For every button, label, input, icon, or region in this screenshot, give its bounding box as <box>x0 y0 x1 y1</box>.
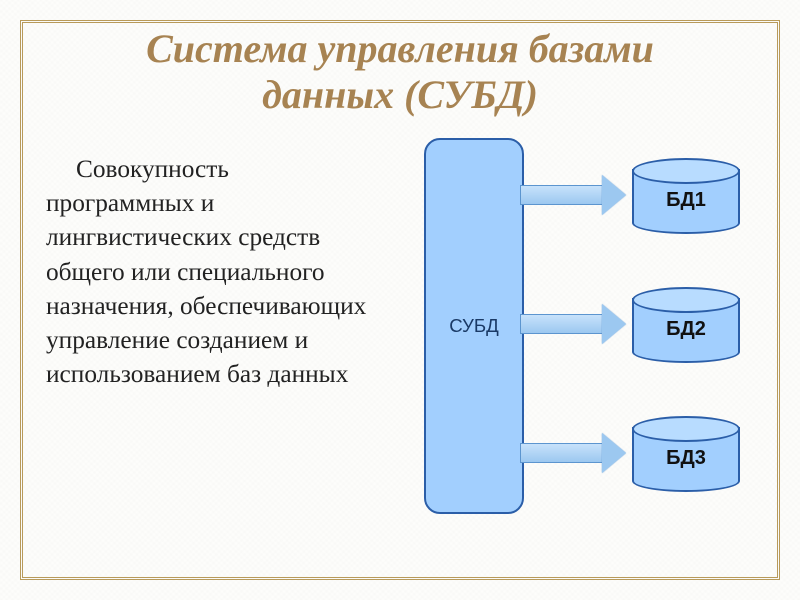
arrow-shaft <box>520 185 602 205</box>
database-cylinder-2: БД2 <box>632 287 740 361</box>
diagram-area: СУБД БД1 БД2 БД3 <box>400 128 760 528</box>
cylinder-top <box>632 158 740 184</box>
database-cylinder-3: БД3 <box>632 416 740 490</box>
arrow-head-icon <box>602 175 626 215</box>
slide-container: Система управления базами данных (СУБД) … <box>0 0 800 600</box>
cylinder-top <box>632 416 740 442</box>
cylinder-label: БД3 <box>666 447 706 470</box>
arrow-shaft <box>520 314 602 334</box>
title-line-1: Система управления базами <box>0 26 800 72</box>
arrow-2 <box>520 314 626 334</box>
cylinder-label: БД1 <box>666 189 706 212</box>
cylinder-label: БД2 <box>666 318 706 341</box>
subd-label: СУБД <box>449 315 499 337</box>
arrow-head-icon <box>602 433 626 473</box>
database-cylinder-1: БД1 <box>632 158 740 232</box>
subd-node: СУБД <box>424 138 524 514</box>
title-line-2: данных (СУБД) <box>0 72 800 118</box>
body-paragraph: Совокупность программных и лингвистическ… <box>46 152 376 391</box>
cylinder-top <box>632 287 740 313</box>
arrow-shaft <box>520 443 602 463</box>
arrow-3 <box>520 443 626 463</box>
arrow-1 <box>520 185 626 205</box>
slide-title: Система управления базами данных (СУБД) <box>0 26 800 118</box>
arrow-head-icon <box>602 304 626 344</box>
